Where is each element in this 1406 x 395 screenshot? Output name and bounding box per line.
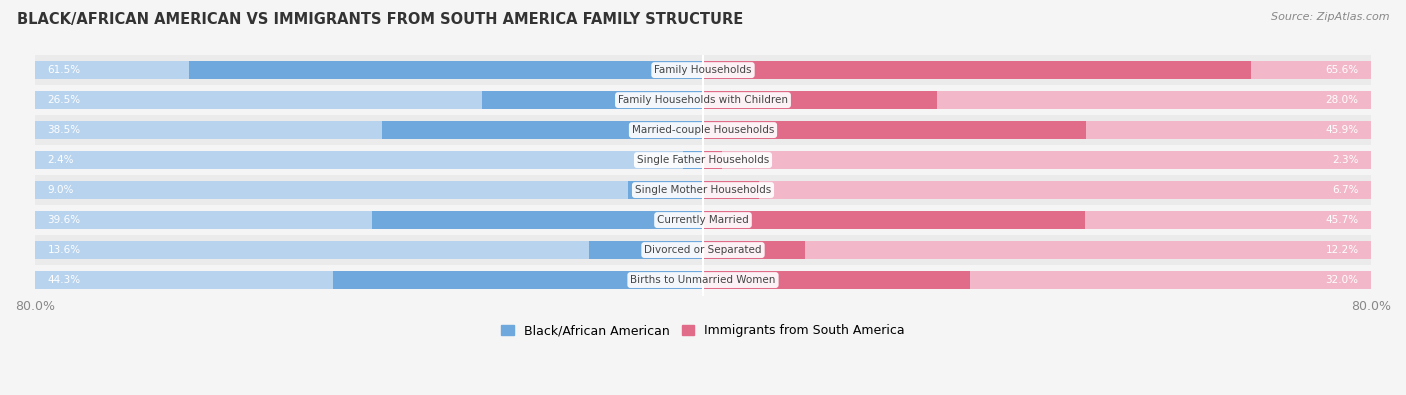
Bar — [35, 271, 703, 290]
Bar — [35, 121, 703, 139]
Text: Single Father Households: Single Father Households — [637, 155, 769, 165]
Legend: Black/African American, Immigrants from South America: Black/African American, Immigrants from … — [496, 320, 910, 342]
Bar — [35, 91, 703, 109]
Text: 65.6%: 65.6% — [1326, 65, 1358, 75]
Text: 32.0%: 32.0% — [1326, 275, 1358, 285]
Text: 38.5%: 38.5% — [48, 125, 80, 135]
Text: 2.3%: 2.3% — [1331, 155, 1358, 165]
Bar — [35, 61, 703, 79]
Text: 45.7%: 45.7% — [1326, 215, 1358, 225]
Bar — [703, 91, 1371, 109]
Bar — [703, 211, 1371, 229]
Bar — [703, 271, 1371, 290]
Bar — [35, 85, 1371, 115]
Bar — [703, 61, 1251, 79]
Bar — [703, 241, 804, 260]
Bar — [703, 121, 1087, 139]
Text: 61.5%: 61.5% — [48, 65, 80, 75]
Bar — [35, 115, 1371, 145]
Bar — [703, 121, 1371, 139]
Bar — [703, 181, 1371, 199]
Bar — [703, 211, 1084, 229]
Text: Married-couple Households: Married-couple Households — [631, 125, 775, 135]
Bar — [35, 205, 1371, 235]
Bar — [628, 181, 703, 199]
Text: 26.5%: 26.5% — [48, 95, 80, 105]
Text: 44.3%: 44.3% — [48, 275, 80, 285]
Text: 28.0%: 28.0% — [1326, 95, 1358, 105]
Bar — [35, 175, 1371, 205]
Text: Family Households with Children: Family Households with Children — [619, 95, 787, 105]
Bar — [35, 181, 703, 199]
Text: 45.9%: 45.9% — [1326, 125, 1358, 135]
Bar — [703, 241, 1371, 260]
Bar — [35, 265, 1371, 295]
Text: 39.6%: 39.6% — [48, 215, 80, 225]
Text: Currently Married: Currently Married — [657, 215, 749, 225]
Bar — [190, 61, 703, 79]
Bar — [35, 145, 1371, 175]
Bar — [35, 211, 703, 229]
Bar — [373, 211, 703, 229]
Text: Source: ZipAtlas.com: Source: ZipAtlas.com — [1271, 12, 1389, 22]
Bar — [703, 151, 723, 169]
Bar — [35, 151, 703, 169]
Text: BLACK/AFRICAN AMERICAN VS IMMIGRANTS FROM SOUTH AMERICA FAMILY STRUCTURE: BLACK/AFRICAN AMERICAN VS IMMIGRANTS FRO… — [17, 12, 744, 27]
Bar — [703, 181, 759, 199]
Bar — [482, 91, 703, 109]
Bar — [381, 121, 703, 139]
Text: 13.6%: 13.6% — [48, 245, 80, 255]
Bar — [703, 271, 970, 290]
Text: Divorced or Separated: Divorced or Separated — [644, 245, 762, 255]
Bar — [589, 241, 703, 260]
Bar — [333, 271, 703, 290]
Text: 6.7%: 6.7% — [1331, 185, 1358, 195]
Bar — [35, 235, 1371, 265]
Bar — [35, 55, 1371, 85]
Text: Single Mother Households: Single Mother Households — [636, 185, 770, 195]
Bar — [683, 151, 703, 169]
Bar — [35, 241, 703, 260]
Text: 2.4%: 2.4% — [48, 155, 75, 165]
Bar — [703, 91, 936, 109]
Text: 12.2%: 12.2% — [1326, 245, 1358, 255]
Text: 9.0%: 9.0% — [48, 185, 75, 195]
Bar — [703, 151, 1371, 169]
Text: Births to Unmarried Women: Births to Unmarried Women — [630, 275, 776, 285]
Bar — [703, 61, 1371, 79]
Text: Family Households: Family Households — [654, 65, 752, 75]
